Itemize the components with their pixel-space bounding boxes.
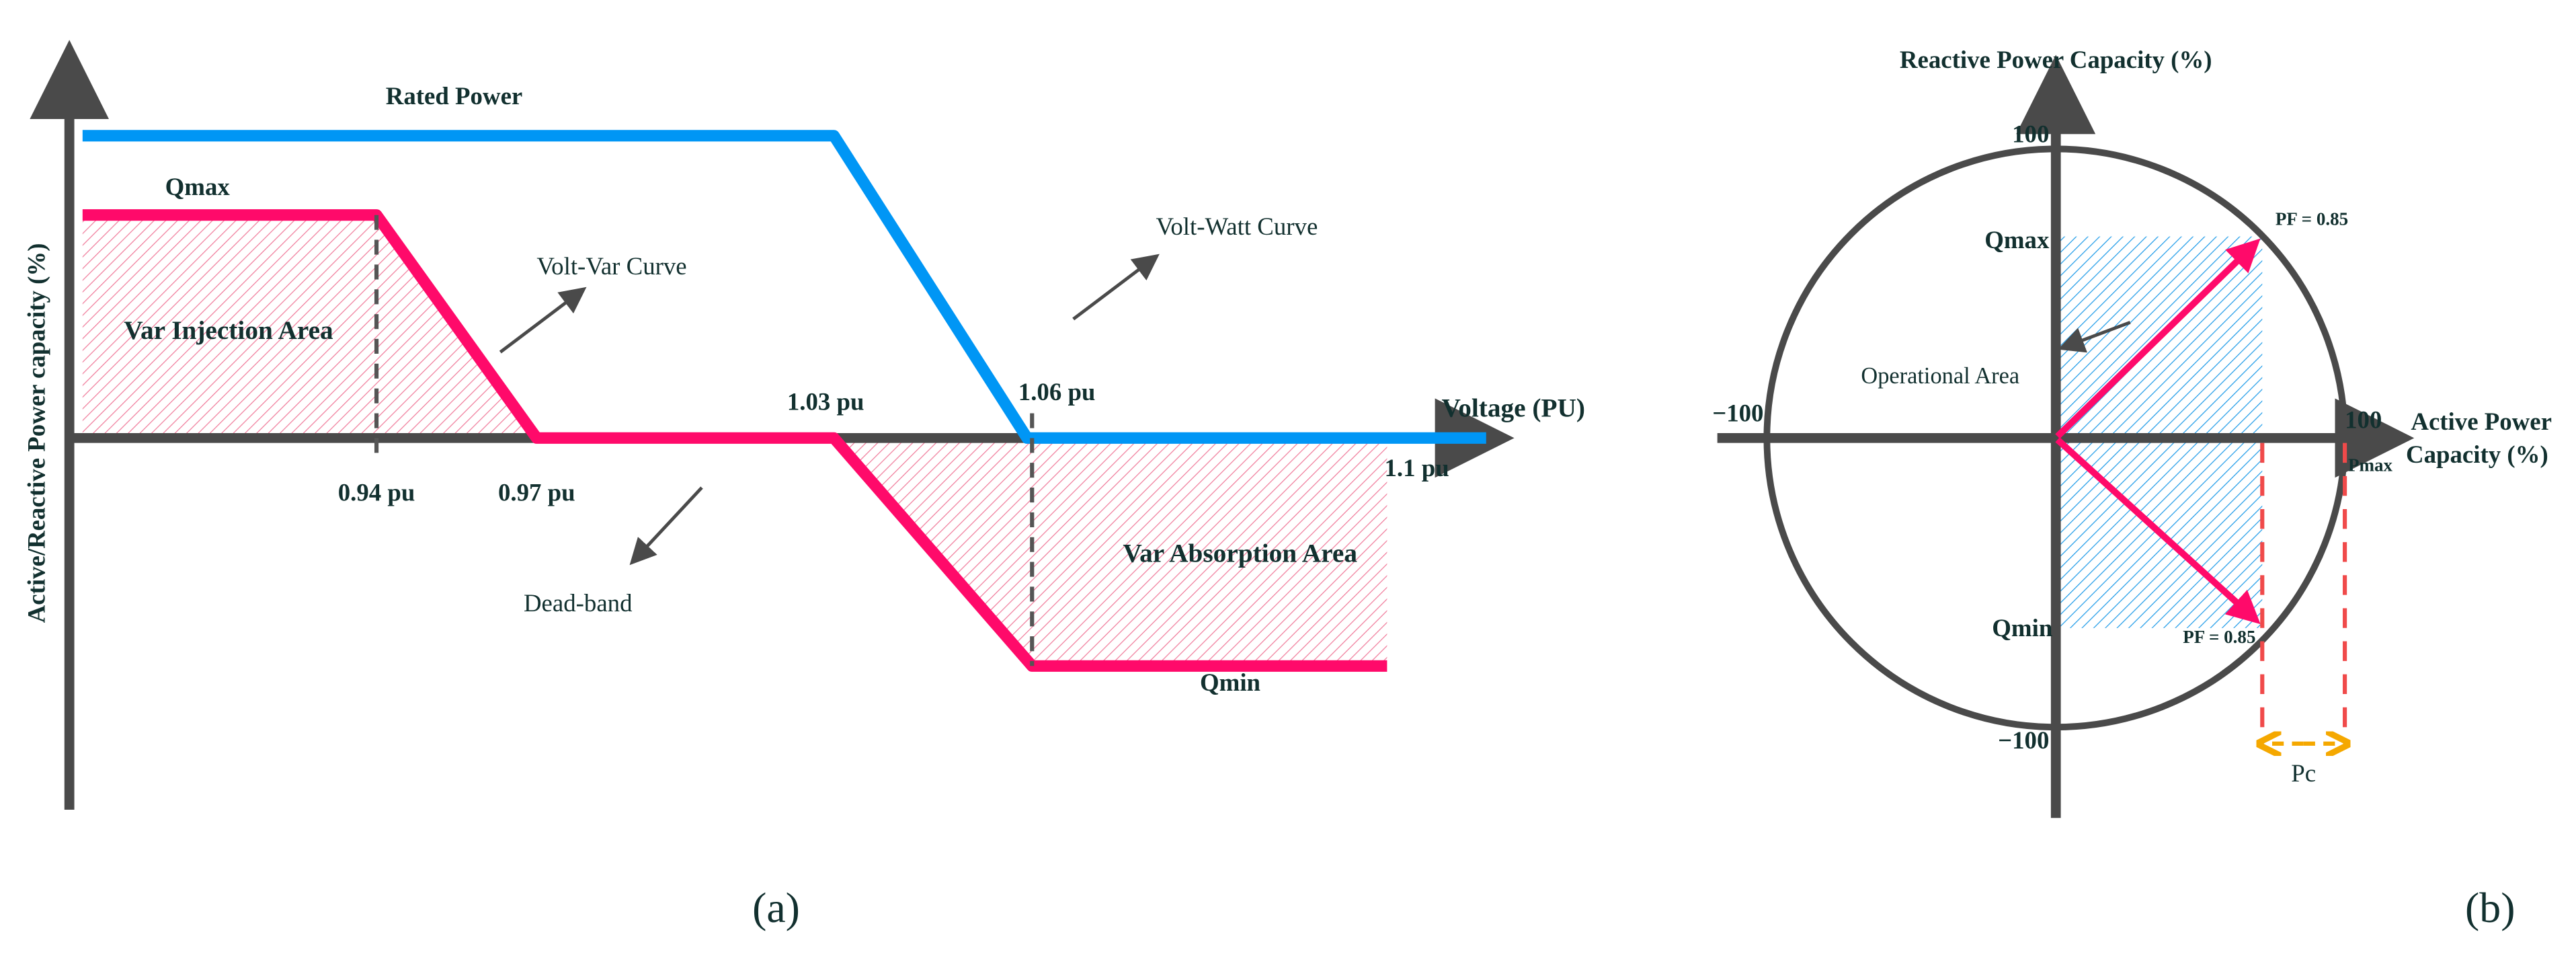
volt-var-curve <box>82 209 1387 672</box>
q-minus-100: −100 <box>1998 726 2049 754</box>
tick-1.03: 1.03 pu <box>787 388 864 416</box>
qmax-label: Qmax <box>1984 226 2050 254</box>
pf-top-label: PF = 0.85 <box>2276 208 2348 229</box>
p-axis-label-1: Active Power <box>2411 408 2552 435</box>
qmin-label: Qmin <box>1200 668 1260 696</box>
operational-area-label: Operational Area <box>1861 363 2019 389</box>
dead-band-label: Dead-band <box>524 589 633 617</box>
var-injection-label: Var Injection Area <box>124 315 333 345</box>
var-injection-hatch <box>82 215 537 438</box>
volt-watt-label: Volt-Watt Curve <box>1156 213 1318 240</box>
dead-band-arrow <box>629 486 703 566</box>
tick-1.06: 1.06 pu <box>1018 378 1096 406</box>
q-100: 100 <box>2012 120 2049 148</box>
pf-bottom-label: PF = 0.85 <box>2183 627 2255 647</box>
p-100: 100 <box>2345 406 2382 434</box>
tick-0.97: 0.97 pu <box>498 479 575 506</box>
caption-b: (b) <box>2465 884 2515 931</box>
operational-area-arrow <box>2058 321 2131 353</box>
var-absorption-label: Var Absorption Area <box>1123 539 1357 568</box>
pmax-label: Pmax <box>2348 455 2393 475</box>
rated-power-label: Rated Power <box>386 82 523 110</box>
pc-label: Pc <box>2291 759 2316 787</box>
p-minus-100: −100 <box>1712 399 1763 427</box>
panel-b: Reactive Power Capacity (%) 100 Qmax PF … <box>1712 46 2552 931</box>
qmax-label: Qmax <box>165 173 231 200</box>
operational-area-hatch <box>2059 236 2263 628</box>
volt-var-label: Volt-Var Curve <box>536 252 686 280</box>
x-axis-label: Voltage (PU) <box>1441 393 1585 422</box>
var-absorption-hatch <box>834 438 1387 666</box>
y-axis-label: Active/Reactive Power capacity (%) <box>22 243 50 623</box>
tick-1.1: 1.1 pu <box>1384 454 1449 482</box>
pf-vector-bottom <box>2055 437 2261 625</box>
volt-watt-arrow <box>1072 254 1160 321</box>
p-axis-label-2: Capacity (%) <box>2406 441 2548 468</box>
volt-watt-curve <box>82 130 1486 444</box>
qmin-label: Qmin <box>1992 614 2052 642</box>
pf-vector-top <box>2055 238 2261 439</box>
tick-0.94: 0.94 pu <box>338 479 415 506</box>
panel-a: Active/Reactive Power capacity (%) Volta… <box>22 40 1585 931</box>
volt-var-arrow <box>499 286 587 354</box>
caption-a: (a) <box>752 884 800 931</box>
q-axis-label: Reactive Power Capacity (%) <box>1900 46 2212 73</box>
